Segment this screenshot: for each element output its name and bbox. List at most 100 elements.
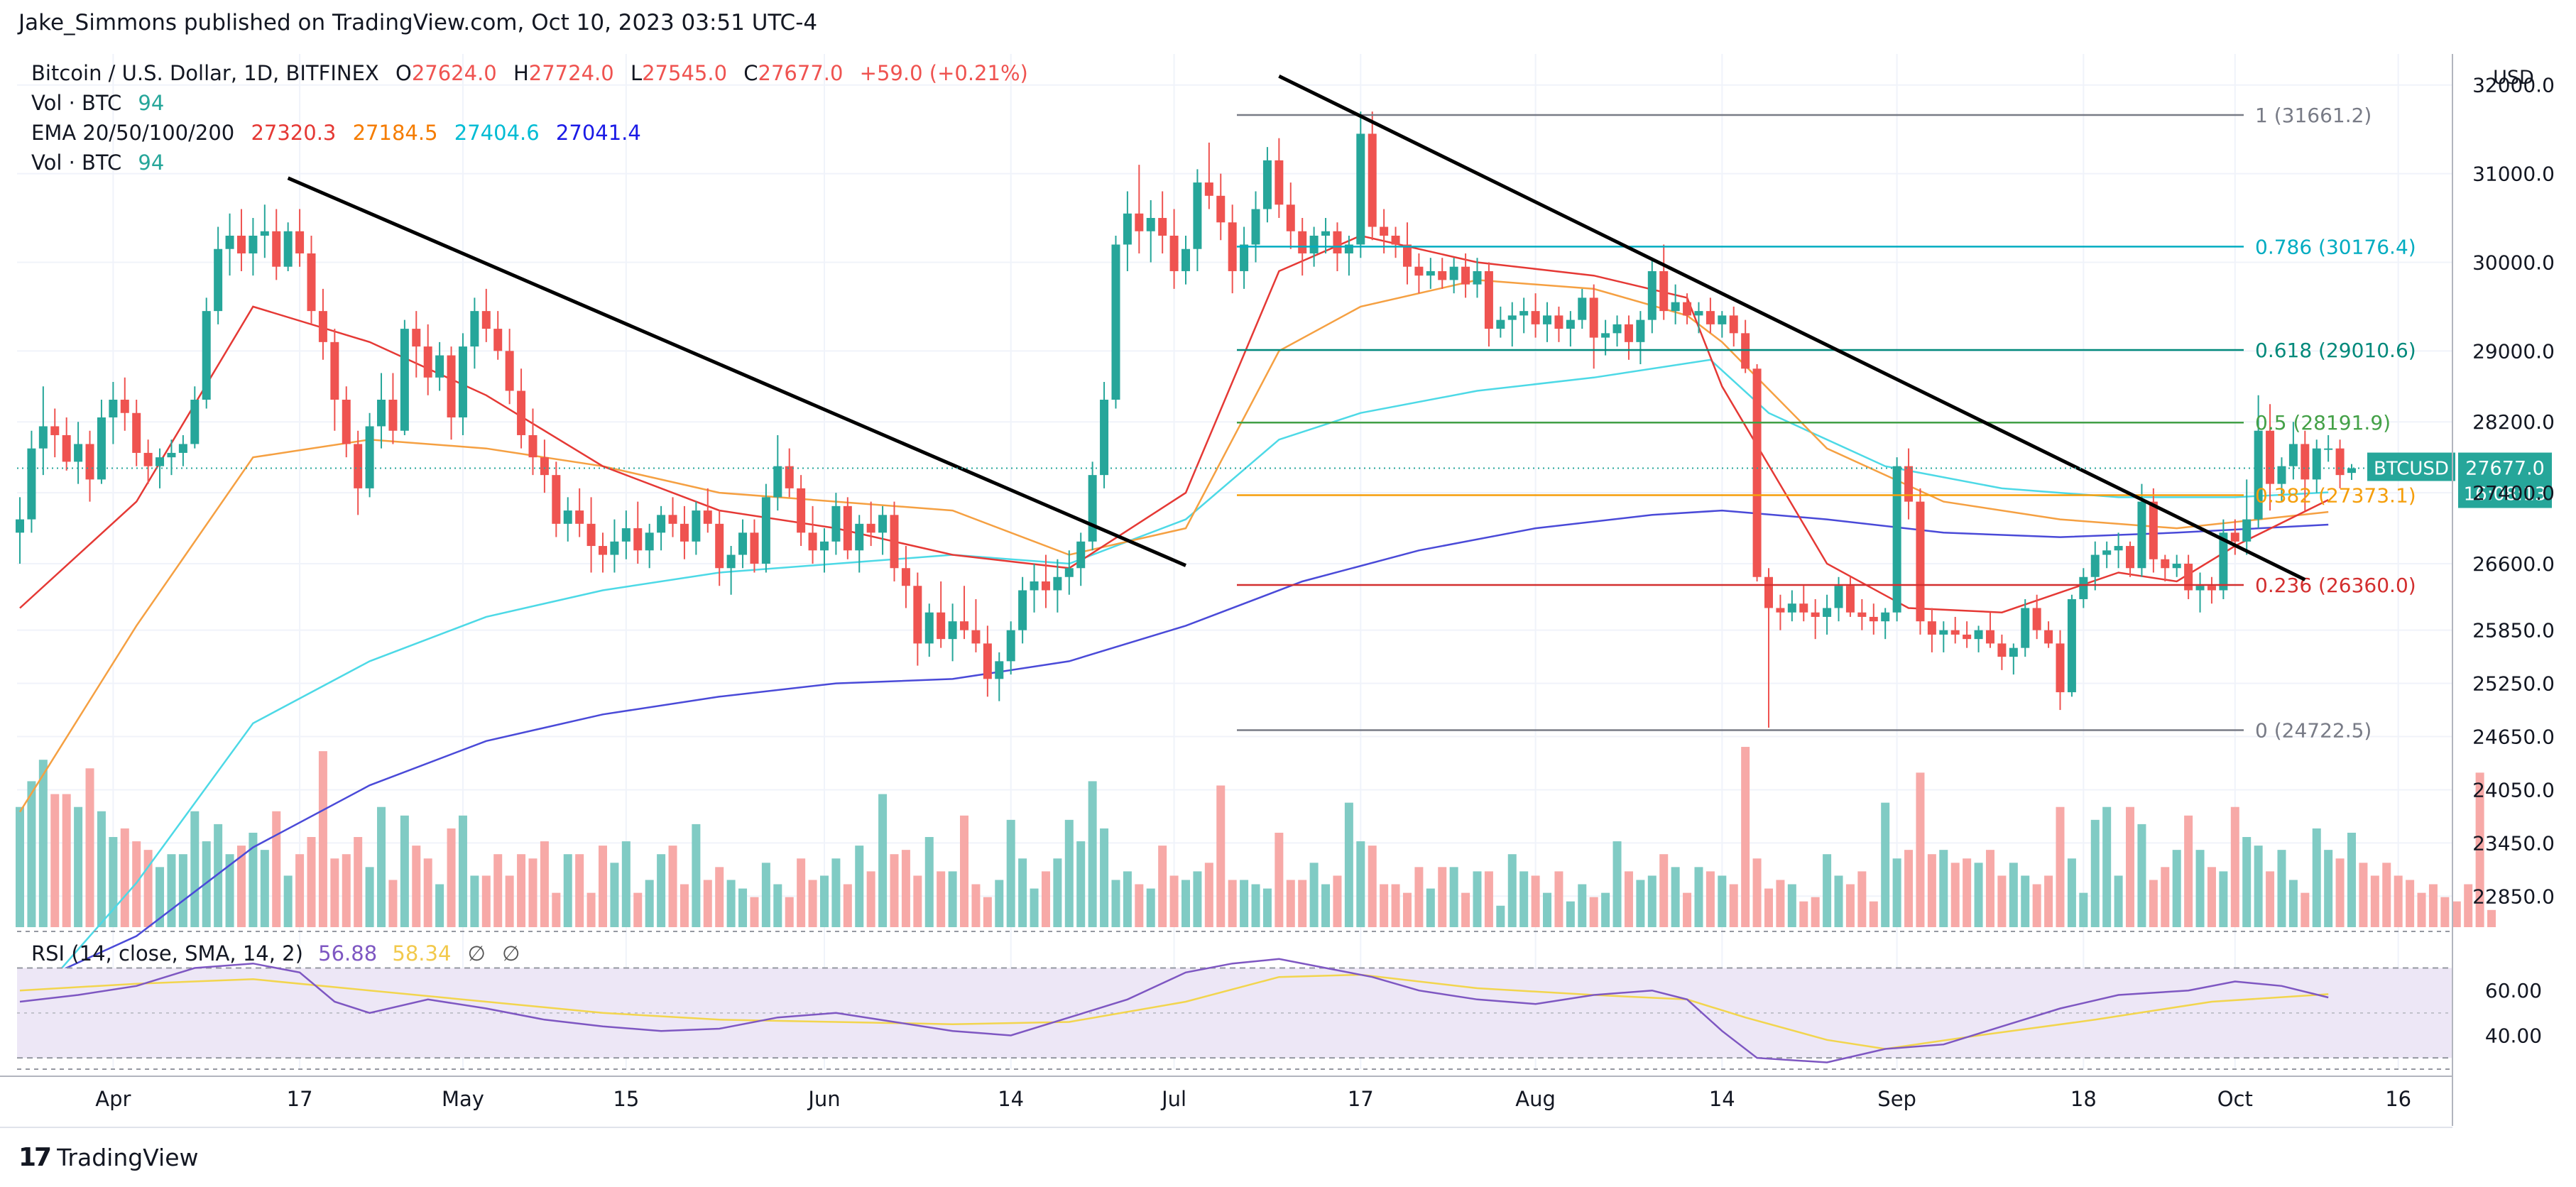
symbol-tag: BTCUSD <box>2374 459 2449 480</box>
candle-body <box>1683 302 1692 316</box>
volume-bar <box>1251 884 1260 927</box>
candle-body <box>1286 204 1295 231</box>
price-tick-label: 23450.0 <box>2472 831 2555 855</box>
volume-bar <box>913 875 922 927</box>
candle-body <box>1298 231 1307 253</box>
fib-level-label: 0.5 (28191.9) <box>2255 411 2391 434</box>
rsi-tick-label: 60.00 <box>2485 979 2542 1002</box>
rsi-layer: 60.00 40.00 <box>17 931 2542 1070</box>
rsi-tick-label: 40.00 <box>2485 1024 2542 1048</box>
candle-body <box>85 444 94 480</box>
volume-bar <box>1705 871 1715 927</box>
volume-bar <box>2090 819 2100 927</box>
volume-bar <box>1963 858 1972 927</box>
trendline <box>287 176 1186 567</box>
volume-bar <box>2428 884 2438 927</box>
candle-body <box>692 510 701 542</box>
volume-bar <box>1438 867 1447 927</box>
rsi-sma-line <box>19 973 2329 1050</box>
volume-bar <box>1380 884 1389 927</box>
volume-bar <box>1111 880 1120 927</box>
volume-bar <box>330 858 339 927</box>
volume-bar <box>2417 892 2426 927</box>
volume-bar <box>423 858 432 927</box>
hidden-value-icon[interactable]: ∅ <box>502 941 520 966</box>
volume-bar <box>1997 875 2007 927</box>
candle-body <box>120 400 129 413</box>
candle-body <box>1135 213 1144 231</box>
time-tick-label: 14 <box>998 1087 1024 1111</box>
volume-bar <box>1985 850 1994 927</box>
volume-bar <box>27 781 36 927</box>
fib-level-label: 0 (24722.5) <box>2255 718 2372 742</box>
candle-body <box>1380 226 1389 236</box>
volume-bar <box>1554 871 1563 927</box>
volume-bar <box>645 880 654 927</box>
candle-body <box>1776 608 1785 613</box>
candle-body <box>808 532 817 551</box>
candle-body <box>2184 564 2193 591</box>
price-tick-label: 29000.0 <box>2472 339 2555 363</box>
volume-bar <box>1869 901 1878 927</box>
candle-body <box>1671 302 1680 312</box>
volume-bar <box>948 871 957 927</box>
candle-body <box>2056 643 2065 693</box>
candle-body <box>249 235 258 253</box>
volume-bar <box>2288 880 2298 927</box>
volume-bar <box>1659 854 1669 927</box>
volume-bar <box>1309 863 1319 927</box>
time-tick-label: Sep <box>1877 1087 1916 1111</box>
volume-bar <box>2161 867 2170 927</box>
volume-bar <box>575 854 584 927</box>
tradingview-brand: 17 TradingView <box>18 1143 199 1172</box>
volume-bar <box>2370 875 2379 927</box>
volume-bar <box>2312 828 2321 927</box>
rsi-line <box>19 958 2329 1063</box>
time-tick-label: May <box>442 1087 484 1111</box>
volume-bar <box>1741 747 1750 927</box>
volume-bar <box>563 854 572 927</box>
candle-body <box>1251 209 1260 245</box>
volume-bar <box>1100 828 1109 927</box>
volume-bar <box>2021 875 2030 927</box>
fib-level-label: 1 (31661.2) <box>2255 104 2372 127</box>
candle-body <box>610 541 619 555</box>
volume-bar <box>610 863 619 927</box>
candle-body <box>2114 546 2123 551</box>
candle-body <box>1228 222 1237 271</box>
candle-body <box>1554 315 1563 329</box>
candle-body <box>785 466 794 488</box>
volume-bar <box>1566 901 1575 927</box>
volume-bar <box>435 884 444 927</box>
candle-body <box>1612 324 1622 334</box>
volume-bar <box>2172 850 2181 927</box>
volume-bar <box>866 871 875 927</box>
hidden-value-icon[interactable]: ∅ <box>467 941 486 966</box>
candle-body <box>726 554 736 569</box>
rsi-legend-label: RSI (14, close, SMA, 14, 2) <box>31 941 303 966</box>
candle-body <box>761 497 770 564</box>
fib-level-label: 0.618 (29010.6) <box>2255 339 2416 362</box>
candle-body <box>2195 586 2205 591</box>
volume-bar <box>726 880 736 927</box>
candle-body <box>318 311 327 342</box>
legend-ema-row: EMA 20/50/100/200 27320.3 27184.5 27404.… <box>31 118 1028 148</box>
candle-body <box>948 621 957 640</box>
ema50-line <box>18 279 2329 813</box>
candle-body <box>1064 568 1074 577</box>
volume-bar <box>2195 850 2205 927</box>
tradingview-logo-icon: 17 <box>18 1143 52 1172</box>
candle-body <box>2335 448 2345 476</box>
candle-body <box>132 412 141 453</box>
candle-body <box>878 515 888 533</box>
candle-body <box>2172 564 2181 569</box>
candle-body <box>563 510 572 524</box>
candle-body <box>1169 235 1179 271</box>
candle-body <box>1985 630 1994 644</box>
candle-body <box>924 612 934 644</box>
candle-body <box>62 434 71 462</box>
volume-bar <box>1507 854 1517 927</box>
candle-body <box>995 661 1004 679</box>
candle-body <box>1963 634 1972 640</box>
